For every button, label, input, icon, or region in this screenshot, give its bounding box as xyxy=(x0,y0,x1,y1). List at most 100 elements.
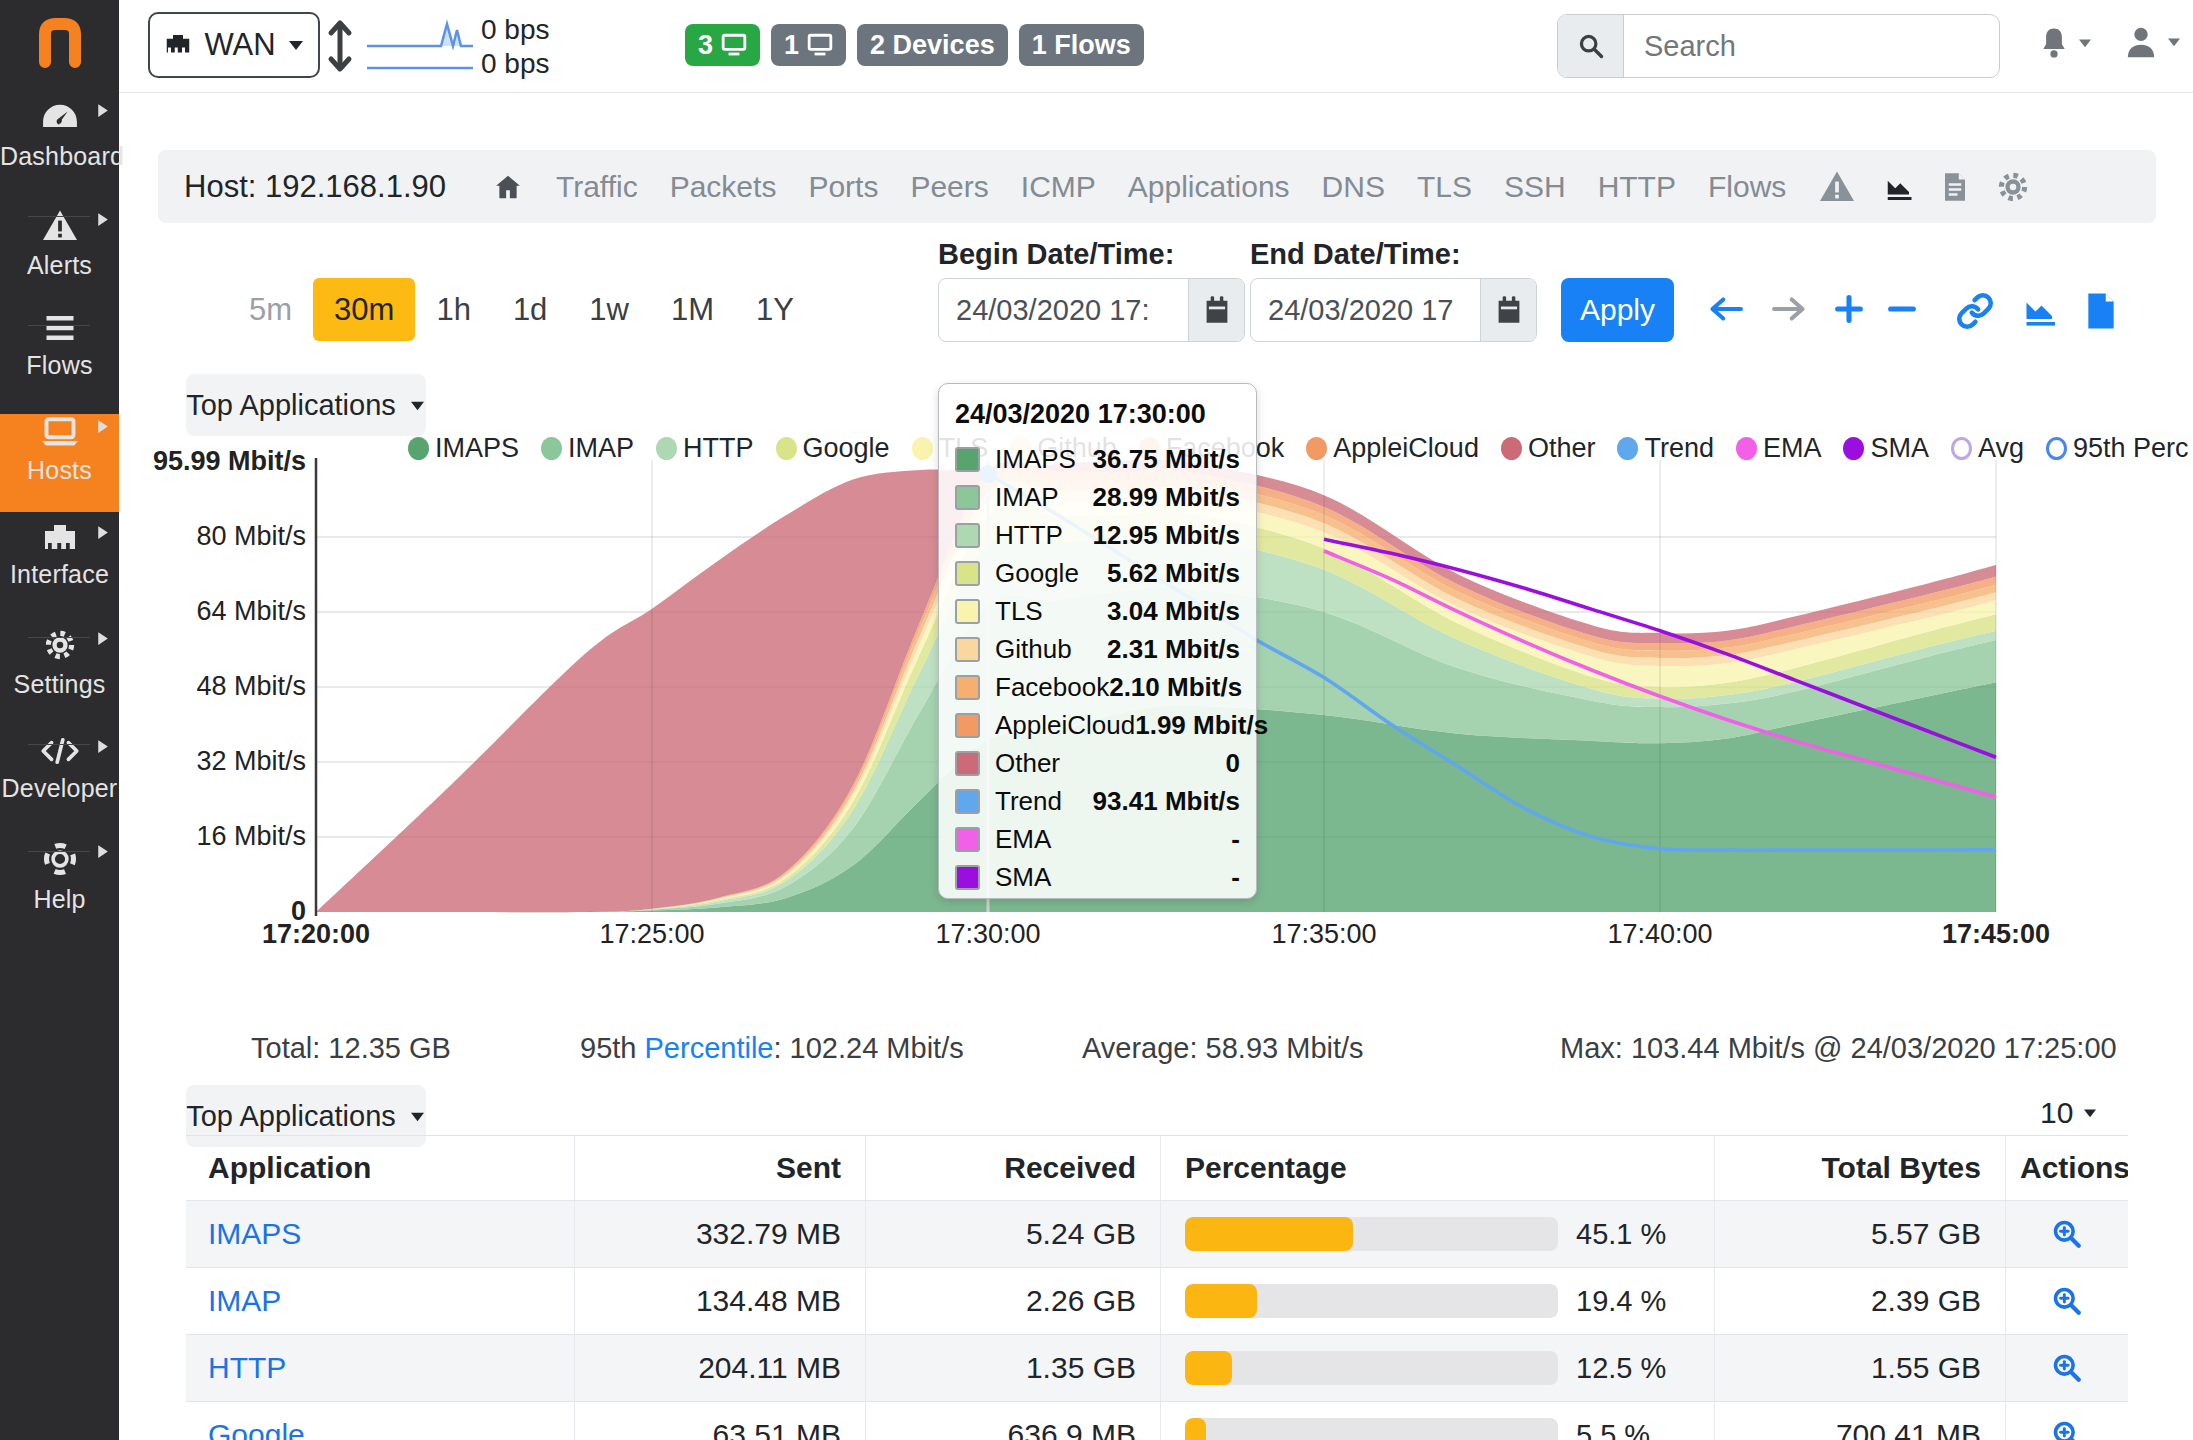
application-link[interactable]: IMAP xyxy=(208,1284,281,1318)
user-menu[interactable] xyxy=(2124,24,2182,60)
chart-stat: Max: 103.44 Mbit/s @ 24/03/2020 17:25:00 xyxy=(1560,1032,2117,1065)
shift-back-icon[interactable] xyxy=(1707,292,1745,326)
caret-down-icon xyxy=(409,1110,426,1123)
received-value: 5.24 GB xyxy=(865,1201,1160,1267)
time-preset-1h[interactable]: 1h xyxy=(415,278,491,341)
apply-button[interactable]: Apply xyxy=(1561,278,1674,342)
sidebar-item-flows[interactable]: Flows xyxy=(0,313,119,380)
begin-date-value[interactable]: 24/03/2020 17: xyxy=(939,279,1188,341)
end-date-input[interactable]: 24/03/2020 17 xyxy=(1250,278,1537,342)
chart-series-dropdown[interactable]: Top Applications xyxy=(186,374,426,436)
begin-date-input[interactable]: 24/03/2020 17: xyxy=(938,278,1245,342)
interface-selector-button[interactable]: WAN xyxy=(148,12,320,78)
time-preset-1w[interactable]: 1w xyxy=(568,278,650,341)
updown-arrows-icon xyxy=(325,16,355,76)
search-input[interactable]: Search xyxy=(1624,15,1999,77)
download-rate: 0 bps xyxy=(481,48,550,80)
status-badge[interactable]: 2 Devices xyxy=(857,24,1008,66)
sidebar-divider xyxy=(28,216,90,217)
host-nav-ports[interactable]: Ports xyxy=(808,170,878,204)
host-nav-dns[interactable]: DNS xyxy=(1322,170,1385,204)
time-preset-1d[interactable]: 1d xyxy=(492,278,568,341)
status-badge[interactable]: 3 xyxy=(685,24,760,66)
table-row-imap: IMAP134.48 MB2.26 GB19.4 %2.39 GB xyxy=(186,1268,2128,1335)
sidebar-item-label: Alerts xyxy=(0,251,119,280)
tooltip-row: HTTP12.95 Mbit/s xyxy=(955,516,1240,554)
caret-down-icon xyxy=(287,38,305,52)
notifications-menu[interactable] xyxy=(2039,26,2093,60)
time-preset-1M[interactable]: 1M xyxy=(650,278,735,341)
drilldown-search-icon[interactable] xyxy=(2005,1201,2128,1267)
tooltip-row: EMA- xyxy=(955,820,1240,858)
time-preset-5m[interactable]: 5m xyxy=(228,278,313,341)
total-bytes-value: 2.39 GB xyxy=(1714,1268,2005,1334)
application-link[interactable]: IMAPS xyxy=(208,1217,301,1251)
sidebar-item-label: Developer xyxy=(0,774,119,803)
total-bytes-value: 5.57 GB xyxy=(1714,1201,2005,1267)
time-preset-group: 5m30m1h1d1w1M1Y xyxy=(228,278,815,341)
tooltip-row: TLS3.04 Mbit/s xyxy=(955,592,1240,630)
host-nav-tls[interactable]: TLS xyxy=(1417,170,1472,204)
report-icon[interactable] xyxy=(2085,292,2117,330)
home-icon[interactable] xyxy=(492,172,524,202)
received-value: 1.35 GB xyxy=(865,1335,1160,1401)
sent-value: 204.11 MB xyxy=(574,1335,865,1401)
sidebar-item-alerts[interactable]: Alerts xyxy=(0,209,119,280)
tooltip-row: Github2.31 Mbit/s xyxy=(955,630,1240,668)
time-preset-30m[interactable]: 30m xyxy=(313,278,415,341)
tooltip-row: IMAP28.99 Mbit/s xyxy=(955,478,1240,516)
chart-view-icon[interactable] xyxy=(2020,292,2060,328)
col-application[interactable]: Application xyxy=(186,1136,574,1200)
ntop-logo-icon[interactable] xyxy=(0,12,119,68)
calendar-icon[interactable] xyxy=(1480,279,1536,341)
y-axis-label: 64 Mbit/s xyxy=(60,596,306,627)
applications-table: ApplicationSentReceivedPercentageTotal B… xyxy=(186,1135,2128,1440)
host-nav-applications[interactable]: Applications xyxy=(1128,170,1290,204)
zoom-out-time-icon[interactable] xyxy=(1884,292,1920,326)
monitor-icon xyxy=(807,33,833,57)
caret-down-icon xyxy=(2166,36,2182,48)
percentage-cell: 19.4 % xyxy=(1160,1268,1714,1334)
caret-down-icon xyxy=(2077,37,2093,49)
host-nav-chart-area-icon[interactable] xyxy=(1883,172,1915,202)
time-preset-1Y[interactable]: 1Y xyxy=(735,278,815,341)
host-nav-http[interactable]: HTTP xyxy=(1598,170,1676,204)
page-size-value: 10 xyxy=(2040,1096,2073,1130)
chart-stat: Average: 58.93 Mbit/s xyxy=(1082,1032,1364,1065)
host-nav-file-icon[interactable] xyxy=(1942,172,1968,202)
col-percentage[interactable]: Percentage xyxy=(1160,1136,1714,1200)
host-nav-ssh[interactable]: SSH xyxy=(1504,170,1566,204)
sidebar-item-dashboard[interactable]: Dashboard xyxy=(0,100,119,171)
permalink-icon[interactable] xyxy=(1955,292,1995,330)
host-nav-packets[interactable]: Packets xyxy=(670,170,777,204)
host-nav-warning-icon[interactable] xyxy=(1818,170,1856,204)
percentile-link[interactable]: Percentile xyxy=(645,1032,774,1064)
chart-tooltip: 24/03/2020 17:30:00 IMAPS36.75 Mbit/sIMA… xyxy=(938,383,1257,899)
col-total-bytes[interactable]: Total Bytes xyxy=(1714,1136,2005,1200)
drilldown-search-icon[interactable] xyxy=(2005,1402,2128,1440)
application-link[interactable]: Google xyxy=(208,1418,305,1440)
status-badge[interactable]: 1 xyxy=(771,24,846,66)
host-nav-icmp[interactable]: ICMP xyxy=(1021,170,1096,204)
col-sent[interactable]: Sent xyxy=(574,1136,865,1200)
search-box[interactable]: Search xyxy=(1557,14,2000,78)
zoom-in-time-icon[interactable] xyxy=(1831,292,1867,326)
page-size-dropdown[interactable]: 10 xyxy=(2040,1096,2098,1130)
host-nav-flows[interactable]: Flows xyxy=(1708,170,1786,204)
end-date-value[interactable]: 24/03/2020 17 xyxy=(1251,279,1480,341)
y-axis-label: 48 Mbit/s xyxy=(60,671,306,702)
host-nav-traffic[interactable]: Traffic xyxy=(556,170,638,204)
drilldown-search-icon[interactable] xyxy=(2005,1268,2128,1334)
calendar-icon[interactable] xyxy=(1188,279,1244,341)
bars-icon xyxy=(0,313,119,343)
legend-item-95th-perc[interactable]: 95th Perc xyxy=(2046,433,2189,464)
host-nav-gear-icon[interactable] xyxy=(1995,170,2031,204)
application-link[interactable]: HTTP xyxy=(208,1351,286,1385)
sidebar-item-label: Interface xyxy=(0,560,119,589)
host-nav-peers[interactable]: Peers xyxy=(910,170,988,204)
table-series-dropdown-label: Top Applications xyxy=(186,1100,396,1133)
drilldown-search-icon[interactable] xyxy=(2005,1335,2128,1401)
col-received[interactable]: Received xyxy=(865,1136,1160,1200)
status-badge[interactable]: 1 Flows xyxy=(1019,24,1144,66)
shift-forward-icon[interactable] xyxy=(1770,292,1808,326)
